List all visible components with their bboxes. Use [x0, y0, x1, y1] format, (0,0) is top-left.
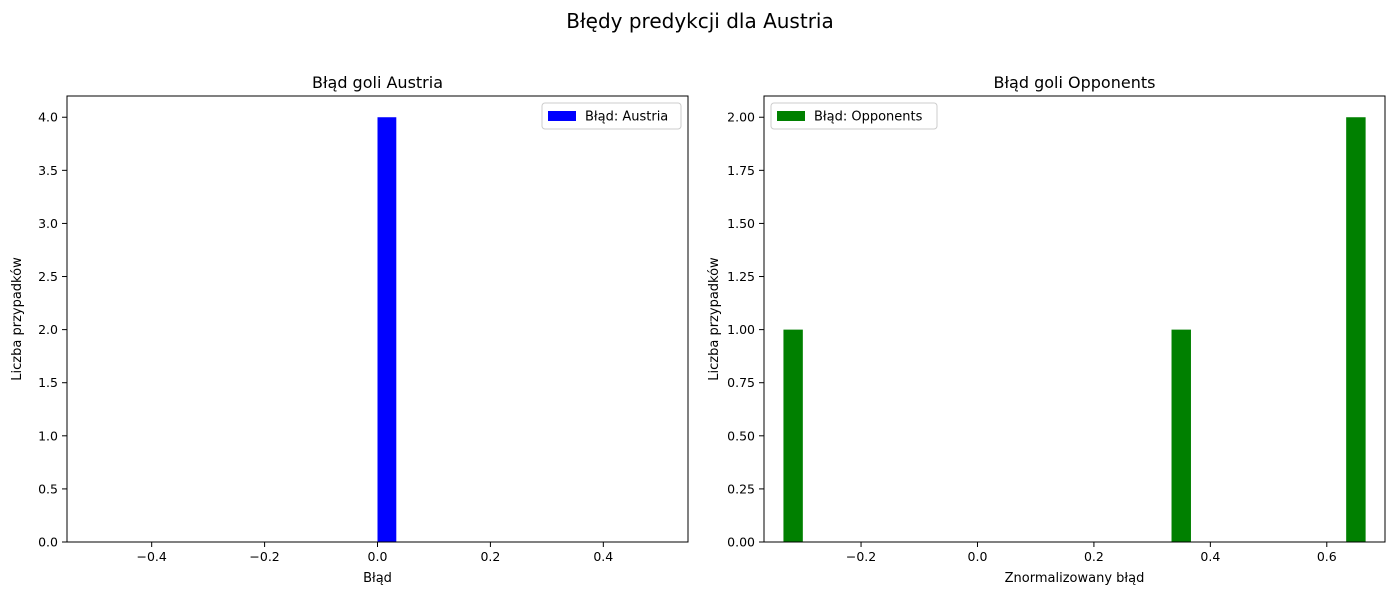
y-tick-label: 2.5: [38, 269, 58, 284]
y-tick-label: 0.25: [727, 481, 755, 496]
y-tick-label: 2.0: [38, 322, 58, 337]
legend-box: [541, 102, 682, 130]
bar: [377, 117, 397, 542]
subplot-title: Błąd goli Austria: [312, 73, 443, 92]
x-tick-label: 0.0: [368, 549, 388, 564]
legend: Błąd: Austria: [541, 102, 682, 130]
y-tick-label: 1.00: [727, 322, 755, 337]
y-tick-label: 0.5: [38, 481, 58, 496]
x-tick-label: −0.2: [249, 549, 279, 564]
y-tick-label: 0.75: [727, 375, 755, 390]
legend-box: [770, 102, 938, 130]
y-axis-label: Liczba przypadków: [707, 257, 722, 381]
y-tick-label: 1.25: [727, 269, 755, 284]
x-tick-label: −0.2: [846, 549, 876, 564]
subplot-1: −0.4 −0.2 0.0 0.2 0.4 0.0 0.5 1.0 1.5 2.0 2.5 3.0 3.…: [10, 73, 689, 586]
legend-swatch: [777, 111, 805, 121]
y-tick-label: 1.50: [727, 216, 755, 231]
y-tick-label: 3.0: [38, 216, 58, 231]
x-tick-label: 0.4: [593, 549, 613, 564]
x-tick-label: 0.2: [1084, 549, 1104, 564]
legend-swatch: [548, 111, 576, 121]
x-tick-label: −0.4: [137, 549, 167, 564]
legend-label: Błąd: Opponents: [814, 110, 923, 125]
y-tick-label: 2.00: [727, 110, 755, 125]
x-tick-label: 0.6: [1317, 549, 1337, 564]
y-tick-label: 0.0: [38, 535, 58, 550]
axes-frame: [763, 95, 1386, 543]
figure-title: Błędy predykcji dla Austria: [566, 9, 833, 33]
subplot-title: Błąd goli Opponents: [994, 73, 1156, 92]
y-tick-label: 0.50: [727, 428, 755, 443]
y-tick-label: 1.0: [38, 428, 58, 443]
y-tick-label: 4.0: [38, 110, 58, 125]
x-axis-label: Znormalizowany błąd: [1005, 571, 1145, 586]
y-tick-label: 0.00: [727, 535, 755, 550]
subplot-2: −0.2 0.0 0.2 0.4 0.6 0.00 0.25 0.50 0.75 1.00 1.25…: [707, 73, 1386, 586]
y-tick-label: 1.5: [38, 375, 58, 390]
y-tick-label: 3.5: [38, 163, 58, 178]
x-tick-label: 0.0: [968, 549, 988, 564]
y-tick-label: 1.75: [727, 163, 755, 178]
x-axis-label: Błąd: [363, 571, 392, 586]
panels: −0.4 −0.2 0.0 0.2 0.4 0.0 0.5 1.0 1.5 2.0 2.5 3.0 3.…: [10, 73, 1386, 586]
y-axis-label: Liczba przypadków: [10, 257, 25, 381]
bar: [1346, 117, 1366, 542]
x-tick-label: 0.4: [1200, 549, 1220, 564]
x-tick-label: 0.2: [480, 549, 500, 564]
bar: [1171, 329, 1191, 542]
legend: Błąd: Opponents: [770, 102, 938, 130]
legend-label: Błąd: Austria: [585, 110, 668, 125]
bar: [783, 329, 803, 542]
